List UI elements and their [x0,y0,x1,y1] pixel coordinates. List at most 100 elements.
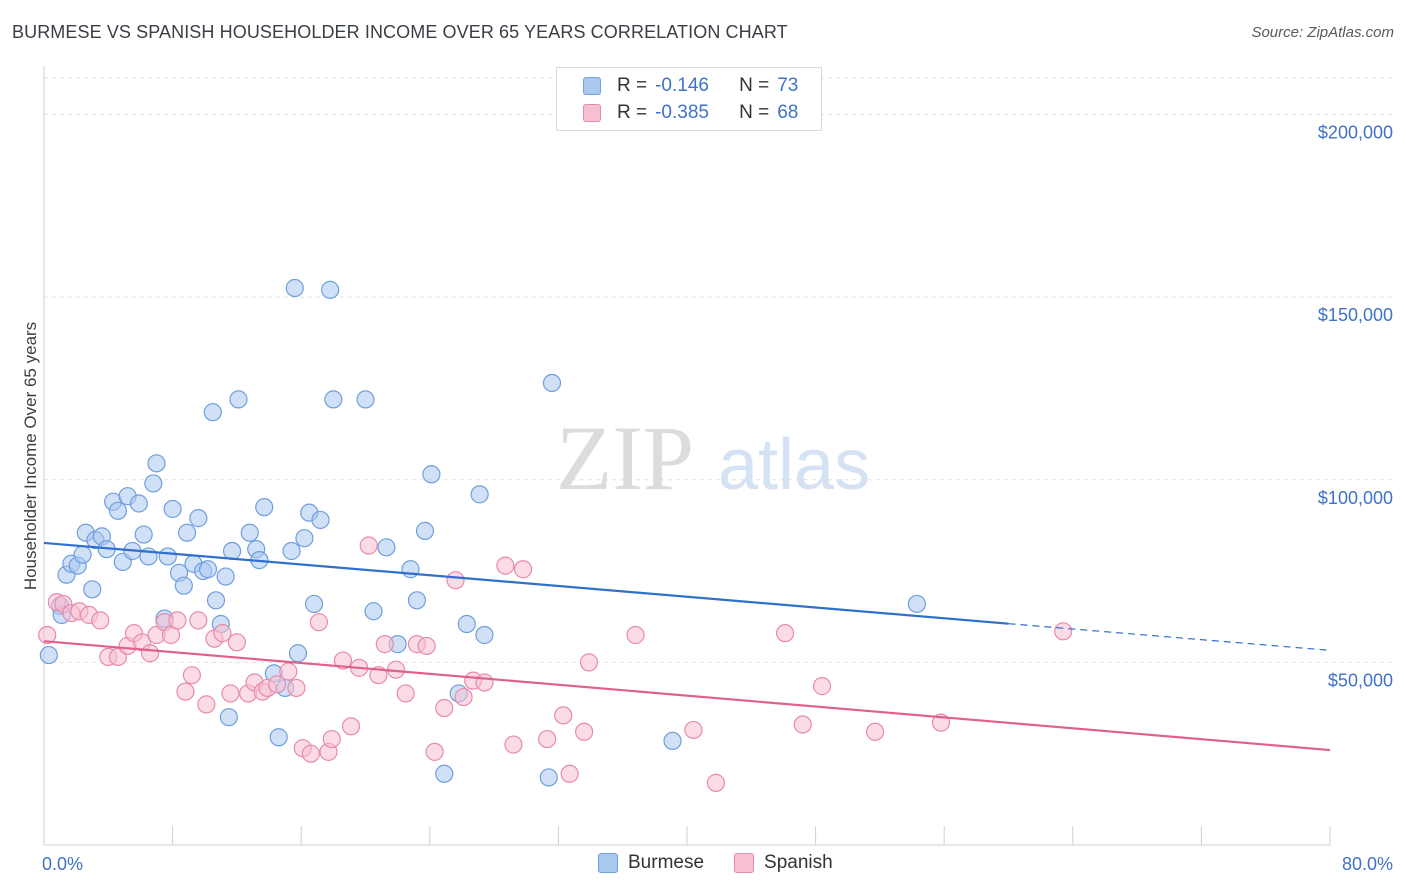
point-burmese [377,538,396,557]
r-label: R = [617,75,648,96]
point-spanish [176,682,195,701]
legend-swatch-burmese [583,77,601,95]
legend-swatch-spanish [583,104,601,122]
point-spanish [168,611,187,630]
x-tick-label: 80.0% [1342,854,1393,874]
point-burmese [364,602,383,621]
point-spanish [221,684,240,703]
point-spanish [38,625,57,645]
point-spanish [626,625,645,645]
grid-lines [44,77,1394,663]
point-burmese [422,465,441,484]
point-spanish [496,556,515,575]
n-value: 73 [777,75,799,96]
point-spanish [435,698,454,718]
point-spanish [425,742,444,761]
point-burmese [144,474,163,493]
point-spanish [513,560,533,579]
point-burmese [457,614,476,634]
point-burmese [542,373,562,393]
point-spanish [309,613,328,632]
point-burmese [39,645,58,665]
legend-label-spanish: Spanish [764,852,833,873]
point-spanish [538,729,557,749]
y-axis-label: Householder Income Over 65 years [21,322,40,590]
point-burmese [311,510,330,530]
point-burmese [415,521,435,540]
point-spanish [287,678,306,698]
r-value: -0.385 [655,102,709,123]
point-spanish [375,635,394,654]
point-spanish [182,666,201,685]
point-spanish [454,687,473,707]
point-burmese [907,594,926,614]
r-label: R = [617,102,648,123]
chart-title: BURMESE VS SPANISH HOUSEHOLDER INCOME OV… [12,22,788,42]
y-tick-label: $200,000 [1318,123,1393,143]
legend-item-burmese[interactable]: Burmese [598,852,704,874]
legend-swatch-spanish [734,853,755,873]
trend-line-extension-burmese [1008,623,1331,651]
point-burmese [295,529,314,548]
point-burmese [174,576,193,595]
point-spanish [341,717,361,736]
point-spanish [865,722,885,741]
data-points [38,278,1073,793]
point-spanish [684,720,703,740]
point-burmese [304,594,324,614]
point-spanish [279,662,298,681]
point-spanish [1054,622,1073,641]
legend-row-burmese: R = -0.146 N = 73 [583,73,798,99]
n-value: 68 [777,102,799,123]
point-spanish [322,729,341,749]
watermark-atlas: atlas [718,425,870,505]
watermark-zip: ZIP [556,407,694,509]
y-tick-label: $100,000 [1318,488,1393,508]
point-burmese [240,523,259,542]
point-spanish [554,706,573,725]
point-spanish [140,644,160,663]
point-burmese [108,501,128,520]
point-burmese [134,525,153,544]
n-label: N = [739,102,770,123]
stats-legend: R = -0.146 N = 73 R = -0.385 N = 68 [556,67,822,131]
point-spanish [227,633,246,652]
trend-line-spanish [43,640,1331,752]
point-spanish [189,611,208,630]
point-spanish [812,677,832,696]
point-spanish [575,722,594,741]
point-burmese [435,764,454,783]
point-spanish [504,735,523,754]
point-burmese [356,390,375,409]
point-burmese [288,644,308,663]
point-burmese [269,728,288,747]
legend-item-spanish[interactable]: Spanish [734,852,833,874]
point-burmese [324,390,343,409]
legend-label-burmese: Burmese [628,852,705,873]
point-spanish [560,764,579,783]
series-legend: Burmese Spanish [598,852,863,874]
point-burmese [539,768,558,787]
point-burmese [219,708,238,727]
legend-row-spanish: R = -0.385 N = 68 [583,100,798,126]
axes [43,66,1331,846]
point-spanish [793,715,812,734]
point-spanish [333,651,353,670]
point-burmese [203,403,222,422]
watermark: ZIP atlas [556,407,870,509]
point-spanish [706,773,726,793]
point-spanish [579,653,599,672]
point-burmese [206,591,226,610]
y-tick-label: $150,000 [1318,305,1393,325]
point-burmese [470,485,489,504]
point-burmese [177,523,197,542]
point-burmese [255,498,274,517]
point-spanish [417,636,436,656]
point-burmese [475,625,494,645]
point-spanish [775,624,795,643]
point-burmese [222,541,242,561]
y-tick-label: $50,000 [1328,670,1393,690]
point-burmese [229,390,248,409]
point-burmese [198,560,218,579]
point-spanish [475,673,494,692]
